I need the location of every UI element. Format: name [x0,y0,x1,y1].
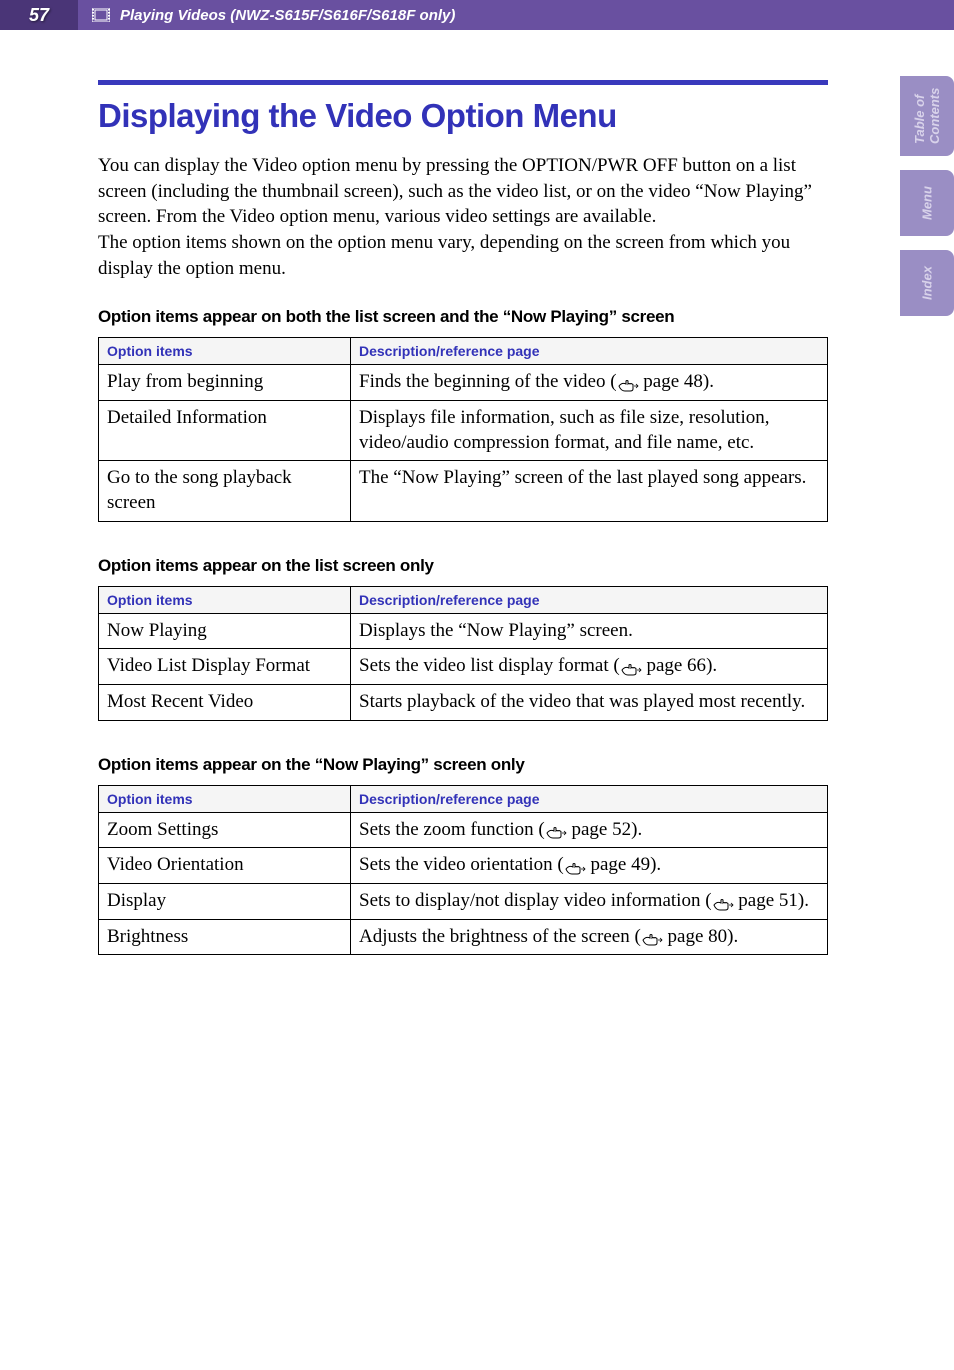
description-cell: Displays file information, such as file … [351,400,828,460]
description-cell: Sets the video list display format ( pag… [351,649,828,685]
accent-bar [98,80,828,85]
description-cell: Displays the “Now Playing” screen. [351,613,828,649]
film-icon [92,8,110,22]
table3: Option items Description/reference page … [98,785,828,956]
table-row: Zoom SettingsSets the zoom function ( pa… [99,812,828,848]
table-row: Go to the song playback screenThe “Now P… [99,461,828,521]
description-cell: Sets to display/not display video inform… [351,884,828,920]
table-row: Detailed InformationDisplays file inform… [99,400,828,460]
table-row: BrightnessAdjusts the brightness of the … [99,919,828,955]
option-item-cell: Play from beginning [99,365,351,401]
table1-col1-header: Option items [99,338,351,365]
table-row: Video List Display FormatSets the video … [99,649,828,685]
table-row: Play from beginningFinds the beginning o… [99,365,828,401]
description-cell: Starts playback of the video that was pl… [351,685,828,721]
hand-pointer-icon [641,930,663,944]
page-number: 57 [0,0,78,30]
table3-col1-header: Option items [99,785,351,812]
table-row: Most Recent VideoStarts playback of the … [99,685,828,721]
table-row: Video OrientationSets the video orientat… [99,848,828,884]
option-item-cell: Most Recent Video [99,685,351,721]
option-item-cell: Go to the song playback screen [99,461,351,521]
table2-caption: Option items appear on the list screen o… [98,556,786,576]
hand-pointer-icon [564,859,586,873]
option-item-cell: Zoom Settings [99,812,351,848]
table1: Option items Description/reference page … [98,337,828,521]
hand-pointer-icon [617,376,639,390]
content-area: Displaying the Video Option Menu You can… [0,30,850,1029]
table2: Option items Description/reference page … [98,586,828,721]
description-cell: Adjusts the brightness of the screen ( p… [351,919,828,955]
table2-col1-header: Option items [99,586,351,613]
side-tabs: Table of Contents Menu Index [900,76,954,316]
tab-table-of-contents[interactable]: Table of Contents [900,76,954,156]
option-item-cell: Detailed Information [99,400,351,460]
table3-caption: Option items appear on the “Now Playing”… [98,755,786,775]
intro-text: You can display the Video option menu by… [98,153,828,281]
hand-pointer-icon [545,823,567,837]
table1-caption: Option items appear on both the list scr… [98,307,786,327]
option-item-cell: Brightness [99,919,351,955]
tab-menu[interactable]: Menu [900,170,954,236]
option-item-cell: Video Orientation [99,848,351,884]
description-cell: Finds the beginning of the video ( page … [351,365,828,401]
hand-pointer-icon [620,660,642,674]
tab-index[interactable]: Index [900,250,954,316]
description-cell: Sets the zoom function ( page 52). [351,812,828,848]
description-cell: Sets the video orientation ( page 49). [351,848,828,884]
option-item-cell: Now Playing [99,613,351,649]
page-header: 57 Playing Videos (NWZ-S615F/S616F/S618F… [0,0,954,30]
option-item-cell: Video List Display Format [99,649,351,685]
option-item-cell: Display [99,884,351,920]
table3-col2-header: Description/reference page [351,785,828,812]
table-row: DisplaySets to display/not display video… [99,884,828,920]
table-row: Now PlayingDisplays the “Now Playing” sc… [99,613,828,649]
breadcrumb: Playing Videos (NWZ-S615F/S616F/S618F on… [120,7,455,24]
table2-col2-header: Description/reference page [351,586,828,613]
table1-col2-header: Description/reference page [351,338,828,365]
hand-pointer-icon [712,895,734,909]
page-title: Displaying the Video Option Menu [98,97,786,135]
description-cell: The “Now Playing” screen of the last pla… [351,461,828,521]
